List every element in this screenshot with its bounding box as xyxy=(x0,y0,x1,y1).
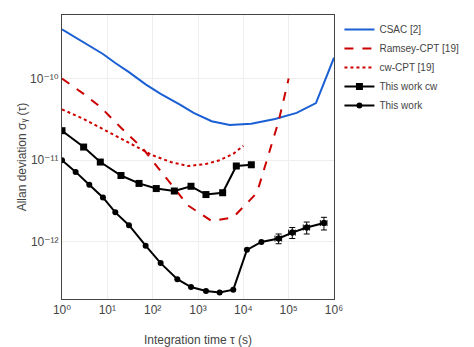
svg-text:This work: This work xyxy=(379,100,423,111)
svg-text:10⁶: 10⁶ xyxy=(325,303,343,317)
svg-text:10⁻¹⁰: 10⁻¹⁰ xyxy=(30,72,59,86)
svg-text:10⁴: 10⁴ xyxy=(234,303,253,317)
svg-text:10⁻¹¹: 10⁻¹¹ xyxy=(31,153,59,167)
svg-text:10⁵: 10⁵ xyxy=(280,303,298,317)
svg-text:Ramsey-CPT [19]: Ramsey-CPT [19] xyxy=(379,43,459,54)
svg-text:10³: 10³ xyxy=(189,303,206,317)
svg-text:cw-CPT [19]: cw-CPT [19] xyxy=(379,62,434,73)
svg-text:CSAC [2]: CSAC [2] xyxy=(379,24,421,35)
svg-text:Allan deviation σᵧ (τ): Allan deviation σᵧ (τ) xyxy=(15,103,29,212)
svg-text:This work cw: This work cw xyxy=(379,81,438,92)
svg-text:10¹: 10¹ xyxy=(99,303,116,317)
svg-text:10²: 10² xyxy=(144,303,161,317)
svg-text:10⁻¹²: 10⁻¹² xyxy=(31,235,59,249)
svg-text:10⁰: 10⁰ xyxy=(53,303,71,317)
svg-text:Integration time τ (s): Integration time τ (s) xyxy=(144,333,252,347)
